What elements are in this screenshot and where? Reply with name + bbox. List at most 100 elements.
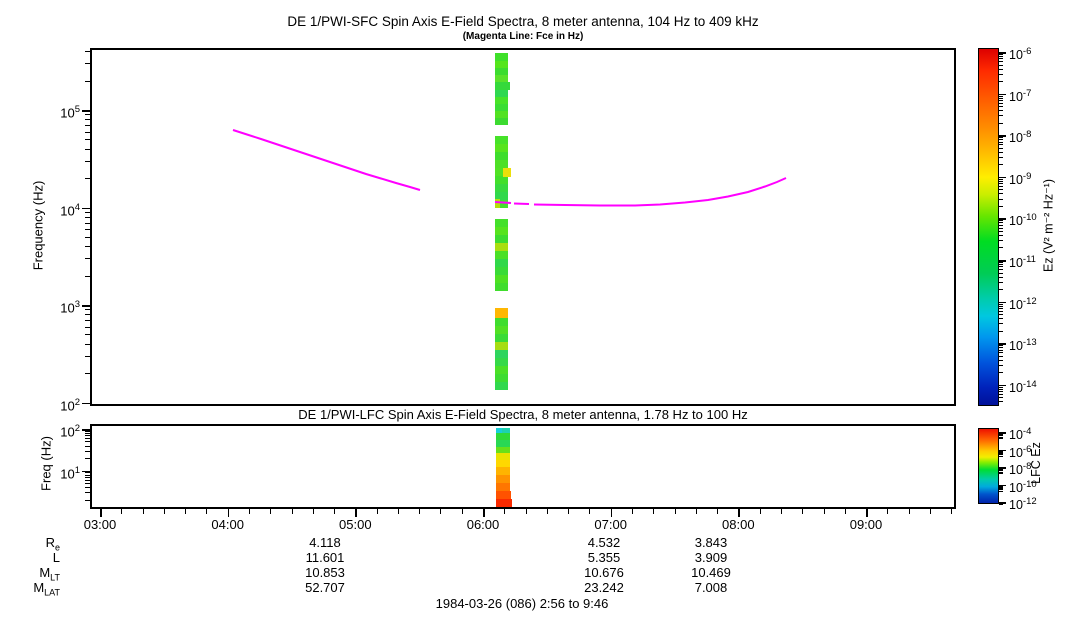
spectrogram-cell — [495, 75, 508, 82]
spectrogram-cell — [496, 483, 510, 491]
tick-mark — [999, 359, 1003, 361]
tick-mark — [82, 207, 90, 209]
x-axis-tick-label: 06:00 — [466, 517, 500, 532]
tick-mark — [85, 450, 90, 452]
tick-mark — [525, 509, 527, 514]
tick-mark — [82, 470, 90, 472]
tick-mark — [85, 114, 90, 116]
tick-mark — [999, 281, 1003, 283]
tick-mark — [999, 438, 1003, 440]
tick-mark — [291, 509, 293, 514]
spectrogram-cell — [495, 82, 510, 90]
tick-mark — [999, 349, 1003, 351]
tick-mark — [85, 236, 90, 238]
tick-mark — [85, 119, 90, 121]
tick-mark — [999, 401, 1003, 403]
tick-mark — [85, 487, 90, 488]
axis-tick-label: 104 — [60, 201, 80, 218]
spectrogram-cell — [495, 235, 508, 243]
spectrogram-cell — [495, 382, 508, 390]
tick-mark — [85, 472, 90, 474]
axis-tick-label: 10-8 — [1009, 129, 1032, 146]
tick-mark — [85, 211, 90, 213]
spectrogram-cell — [495, 184, 508, 192]
tick-mark — [85, 343, 90, 345]
tick-mark — [85, 216, 90, 218]
tick-mark — [999, 469, 1003, 471]
spectrogram-cell — [495, 104, 508, 111]
spectrogram-cell — [495, 118, 508, 125]
tick-mark — [82, 305, 90, 307]
spectrogram-cell — [496, 460, 510, 467]
tick-mark — [999, 432, 1003, 434]
tick-mark — [999, 144, 1003, 146]
tick-mark — [999, 147, 1003, 149]
footer-ephemeris-value: 7.008 — [694, 580, 728, 595]
tick-mark — [82, 110, 90, 112]
tick-mark — [999, 451, 1003, 453]
tick-mark — [85, 326, 90, 328]
tick-mark — [397, 509, 399, 514]
axis-tick-label: 10-6 — [1009, 443, 1032, 460]
tick-mark — [999, 222, 1003, 224]
footer-ephemeris-value: 4.118 — [309, 535, 341, 550]
tick-mark — [85, 178, 90, 180]
tick-mark — [999, 471, 1003, 473]
axis-tick-label: 10-11 — [1009, 254, 1036, 271]
tick-mark — [999, 449, 1003, 451]
tick-mark — [999, 487, 1003, 489]
axis-tick-label: 102 — [60, 396, 80, 413]
tick-mark — [85, 482, 90, 484]
footer-ephemeris-value: 23.242 — [584, 580, 624, 595]
tick-mark — [866, 509, 868, 517]
tick-mark — [85, 445, 90, 447]
tick-mark — [908, 509, 910, 514]
spectrogram-cell — [496, 475, 510, 483]
sfc-colorbar — [978, 48, 999, 406]
tick-mark — [999, 303, 1003, 305]
tick-mark — [85, 438, 90, 440]
tick-mark — [999, 355, 1003, 357]
spectrogram-cell — [495, 374, 508, 382]
tick-mark — [999, 230, 1003, 232]
tick-mark — [85, 458, 90, 459]
spectrogram-cell — [495, 326, 508, 334]
tick-mark — [999, 186, 1003, 188]
tick-mark — [999, 97, 1003, 99]
tick-mark — [100, 509, 102, 517]
spectrogram-cell — [495, 90, 508, 97]
sfc-spectrogram-panel — [90, 48, 956, 406]
spectrogram-cell — [495, 350, 508, 358]
tick-mark — [999, 276, 1003, 278]
x-axis-tick-label: 05:00 — [339, 517, 372, 532]
spectrogram-cell — [496, 453, 510, 460]
footer-ephemeris-value: 5.355 — [587, 550, 621, 565]
axis-tick-label: 105 — [60, 104, 80, 121]
spectrogram-cell — [495, 61, 508, 68]
tick-mark — [999, 56, 1003, 58]
footer-ephemeris-value: 4.532 — [587, 535, 621, 550]
spectrogram-cell — [495, 283, 508, 291]
tick-mark — [999, 490, 1003, 492]
tick-mark — [999, 454, 1003, 456]
tick-mark — [85, 51, 90, 53]
tick-mark — [270, 509, 272, 514]
tick-mark — [163, 509, 165, 514]
spectrogram-cell-patch — [496, 428, 502, 433]
tick-mark — [802, 509, 804, 514]
tick-mark — [999, 234, 1003, 236]
tick-mark — [999, 100, 1003, 102]
tick-mark — [999, 436, 1003, 438]
spectrogram-cell — [495, 308, 508, 318]
footer-row-label: Re — [45, 535, 60, 553]
tick-mark — [568, 509, 570, 514]
tick-mark — [738, 509, 740, 517]
tick-mark — [999, 61, 1003, 63]
tick-mark — [85, 492, 90, 494]
axis-tick-label: 10-8 — [1009, 461, 1032, 478]
x-axis-tick-label: 07:00 — [594, 517, 627, 532]
x-axis-tick-label: 03:00 — [83, 517, 117, 532]
tick-mark — [999, 81, 1003, 83]
tick-mark — [999, 352, 1003, 354]
